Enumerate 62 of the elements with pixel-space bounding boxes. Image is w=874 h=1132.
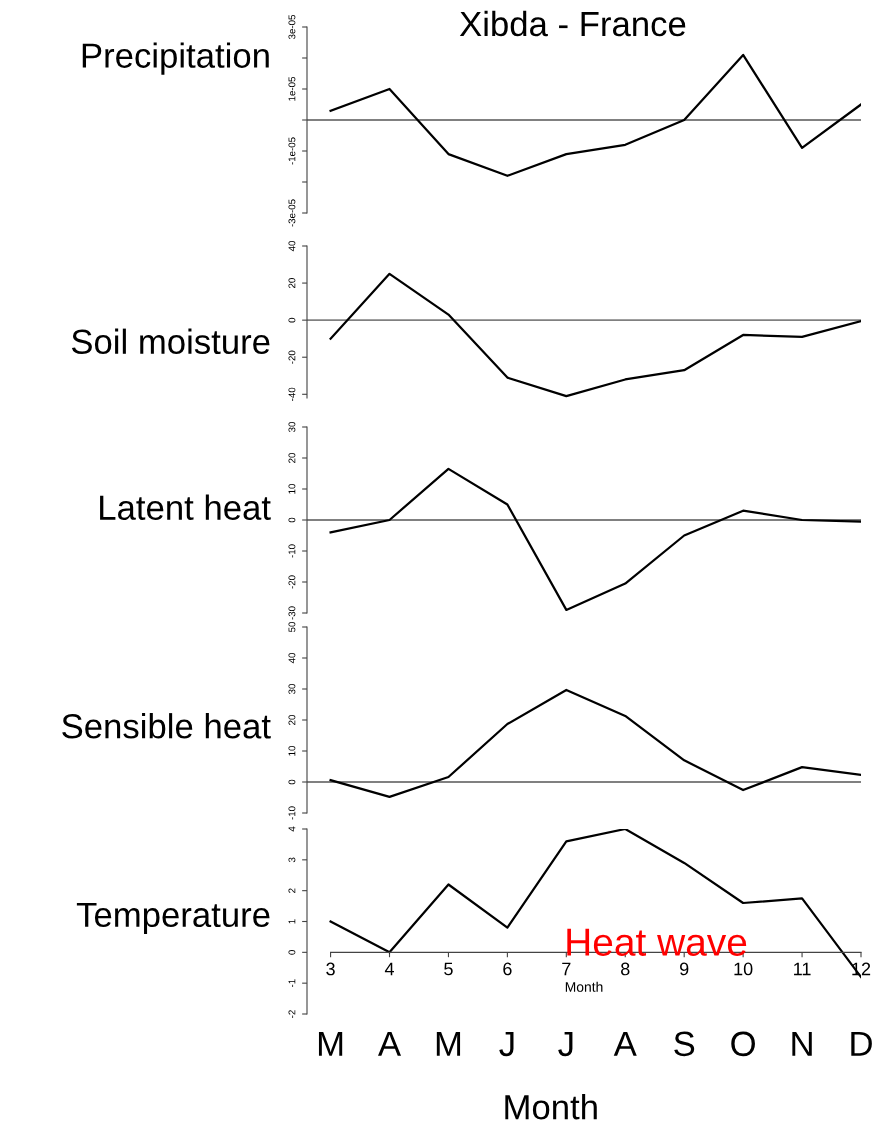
y-tick-label: -2 <box>288 1010 296 1018</box>
y-axis-title: Latent heat <box>100 494 271 521</box>
y-axis-title: Soil moisture <box>71 328 270 355</box>
line-series <box>329 272 861 398</box>
y-tick-label: 20 <box>288 452 296 463</box>
text: Month <box>505 1094 597 1120</box>
x-tick-label: 10 <box>734 962 753 976</box>
text: A <box>378 1031 402 1056</box>
y-tick-label: 3e-05 <box>288 14 296 40</box>
text: O <box>731 1031 755 1057</box>
y-tick-label: 1 <box>288 919 296 924</box>
x-tick-label: 5 <box>444 962 453 976</box>
x-tick-label: 6 <box>503 962 512 976</box>
text: M <box>318 1031 343 1056</box>
x-axis-title: Month <box>565 981 603 992</box>
y-tick-label: 0 <box>288 950 296 955</box>
y-tick-label: 40 <box>288 240 296 252</box>
y-tick-label: 30 <box>288 421 296 433</box>
text: S <box>674 1031 695 1057</box>
y-tick-label: -40 <box>288 387 296 401</box>
y-tick-label: -30 <box>288 606 296 620</box>
text: D <box>851 1031 872 1056</box>
y-tick-label: 0 <box>288 779 296 785</box>
y-tick-label: 3 <box>288 857 296 863</box>
text: A <box>613 1031 637 1056</box>
y-tick-label: 4 <box>288 826 296 832</box>
y-axis-title: Sensible heat <box>62 713 271 739</box>
y-tick-label: -1e-05 <box>288 137 296 165</box>
text: M <box>436 1031 461 1056</box>
y-axis-title: Precipitation <box>82 42 269 75</box>
y-tick-label: 40 <box>288 652 296 664</box>
annotation: Heat wave <box>567 928 747 956</box>
text: J <box>558 1031 573 1057</box>
y-tick-label: 0 <box>288 517 296 523</box>
text: J <box>499 1031 514 1057</box>
y-tick-label: 0 <box>288 317 296 323</box>
y-tick-label: 20 <box>288 714 296 725</box>
text: N <box>792 1031 812 1056</box>
chart-title: Xibda - France <box>459 10 686 37</box>
x-tick-label: 8 <box>621 962 630 976</box>
y-tick-label: -20 <box>288 350 296 364</box>
x-tick-label: 9 <box>680 962 689 976</box>
x-tick-label: 7 <box>562 962 571 976</box>
y-tick-label: 30 <box>288 683 296 695</box>
y-axis-title: Temperature <box>76 902 270 934</box>
line-series <box>329 688 861 798</box>
y-tick-label: -10 <box>288 544 296 558</box>
y-tick-label: -3e-05 <box>288 199 296 227</box>
x-tick-label: 3 <box>326 962 335 976</box>
line-series <box>329 467 861 612</box>
y-tick-label: 2 <box>288 888 296 893</box>
x-tick-label: 4 <box>384 962 394 976</box>
y-tick-label: 20 <box>288 278 296 288</box>
y-tick-label: -10 <box>288 806 296 820</box>
y-tick-label: 50 <box>288 621 296 633</box>
y-tick-label: -1 <box>288 979 296 988</box>
y-tick-label: 10 <box>288 483 296 494</box>
line-series <box>329 53 861 177</box>
y-tick-label: 10 <box>288 745 296 756</box>
y-tick-label: 1e-05 <box>288 76 296 101</box>
x-tick-label: 11 <box>794 962 811 976</box>
y-tick-label: -20 <box>288 575 296 589</box>
